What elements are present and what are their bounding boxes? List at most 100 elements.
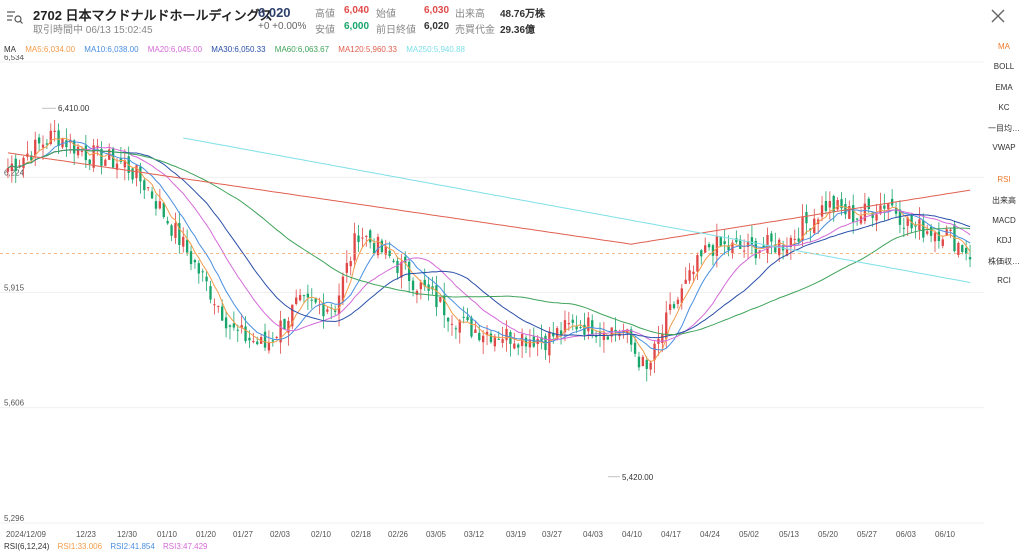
x-tick-label: 04/24	[700, 530, 721, 539]
candle-body	[887, 203, 890, 210]
candle-body	[41, 144, 45, 148]
candle-body	[680, 288, 683, 304]
stat-label-turnover: 売買代金	[455, 25, 495, 36]
candle-body	[369, 230, 372, 243]
indicator-boll[interactable]: BOLL	[993, 62, 1015, 71]
indicator-price-earnings[interactable]: 株価収…	[988, 257, 1020, 266]
candle-body	[739, 239, 742, 249]
candle-body	[283, 318, 286, 330]
candle-body	[45, 143, 49, 145]
indicator-macd[interactable]: MACD	[992, 216, 1016, 225]
x-tick-label: 01/20	[196, 530, 217, 539]
candlestick-chart[interactable]: 6,534 6,224 5,915 5,606 5,296 2024/12/09 12/23…	[0, 55, 984, 542]
candle-body	[552, 333, 555, 337]
candle-body	[742, 250, 746, 252]
rsi3-value: RSI3:47.429	[163, 542, 208, 551]
candle-body	[372, 243, 376, 254]
candle-body	[170, 225, 173, 236]
indicator-kdj[interactable]: KDJ	[996, 236, 1012, 245]
candle-body	[193, 260, 197, 263]
candle-body	[314, 297, 317, 303]
candle-body	[774, 244, 777, 253]
candle-body	[692, 271, 695, 275]
candle-body	[6, 167, 10, 172]
candle-body	[271, 340, 274, 342]
indicator-ma[interactable]: MA	[998, 42, 1010, 51]
candle-body	[688, 270, 691, 281]
candle-body	[213, 304, 216, 306]
x-tick-label: 03/27	[542, 530, 563, 539]
candle-body	[57, 130, 60, 147]
candle-body	[365, 235, 368, 237]
candle-body	[801, 217, 804, 241]
candle-body	[14, 158, 17, 171]
indicator-kc[interactable]: KC	[998, 103, 1010, 112]
candle-body	[711, 245, 715, 256]
rsi1-value: RSI1:33.006	[57, 542, 103, 551]
x-tick-label: 03/05	[426, 530, 447, 539]
candle-body	[123, 160, 126, 168]
candle-body	[162, 202, 165, 217]
candle-body	[154, 201, 158, 209]
candle-body	[72, 140, 76, 154]
candle-body	[65, 140, 68, 148]
ma5-line	[7, 137, 971, 363]
candle-body	[252, 341, 255, 343]
candle-body	[30, 155, 33, 161]
ma10-line	[7, 140, 971, 351]
candle-body	[76, 146, 80, 156]
candle-body	[832, 195, 835, 213]
stat-label-prev-close: 前日終値	[376, 25, 416, 36]
candle-body	[898, 209, 902, 225]
candle-body	[497, 338, 500, 340]
candle-body	[236, 329, 239, 331]
candle-body	[809, 228, 812, 231]
indicator-rci[interactable]: RCI	[997, 276, 1011, 285]
candle-body	[396, 260, 399, 273]
candle-body	[727, 245, 730, 251]
x-tick-label: 03/19	[506, 530, 527, 539]
indicator-volume[interactable]: 出来高	[992, 196, 1016, 205]
indicator-vwap[interactable]: VWAP	[992, 143, 1016, 152]
candle-body	[376, 236, 380, 256]
indicator-rsi[interactable]: RSI	[997, 175, 1011, 184]
candle-body	[614, 329, 617, 332]
ma250-line	[183, 137, 971, 283]
stat-value-high: 6,040	[344, 5, 370, 16]
candle-body	[957, 243, 960, 255]
y-tick-label: 6,534	[4, 55, 25, 62]
candle-body	[789, 237, 793, 248]
candle-body	[602, 332, 606, 341]
candle-body	[684, 279, 687, 284]
candle-body	[879, 205, 882, 214]
candle-body	[762, 245, 765, 248]
candle-body	[828, 201, 831, 208]
candle-body	[563, 320, 567, 333]
candle-body	[88, 159, 91, 165]
indicator-ichimoku[interactable]: 一目均…	[988, 124, 1020, 133]
y-tick-label: 6,224	[4, 168, 25, 177]
x-tick-label: 02/18	[351, 530, 372, 539]
candle-body	[92, 145, 95, 168]
candle-body	[166, 220, 169, 224]
candle-body	[770, 233, 773, 242]
candle-body	[37, 137, 41, 144]
candle-body	[298, 295, 302, 301]
candle-body	[501, 339, 504, 343]
candle-body	[532, 336, 535, 347]
candle-body	[922, 220, 925, 238]
candle-body	[548, 331, 551, 356]
candle-body	[575, 326, 578, 330]
close-icon[interactable]	[988, 6, 1008, 26]
candle-body	[524, 337, 528, 347]
candle-body	[174, 223, 177, 238]
candle-body	[34, 139, 37, 156]
candle-body	[964, 247, 968, 254]
candle-body	[797, 238, 800, 242]
chart-settings-icon[interactable]	[6, 8, 24, 26]
candle-body	[407, 261, 411, 282]
ma10-value: MA10:6,038.00	[84, 45, 139, 54]
stat-value-open: 6,030	[424, 5, 450, 16]
candle-body	[754, 240, 757, 259]
indicator-ema[interactable]: EMA	[995, 83, 1013, 92]
